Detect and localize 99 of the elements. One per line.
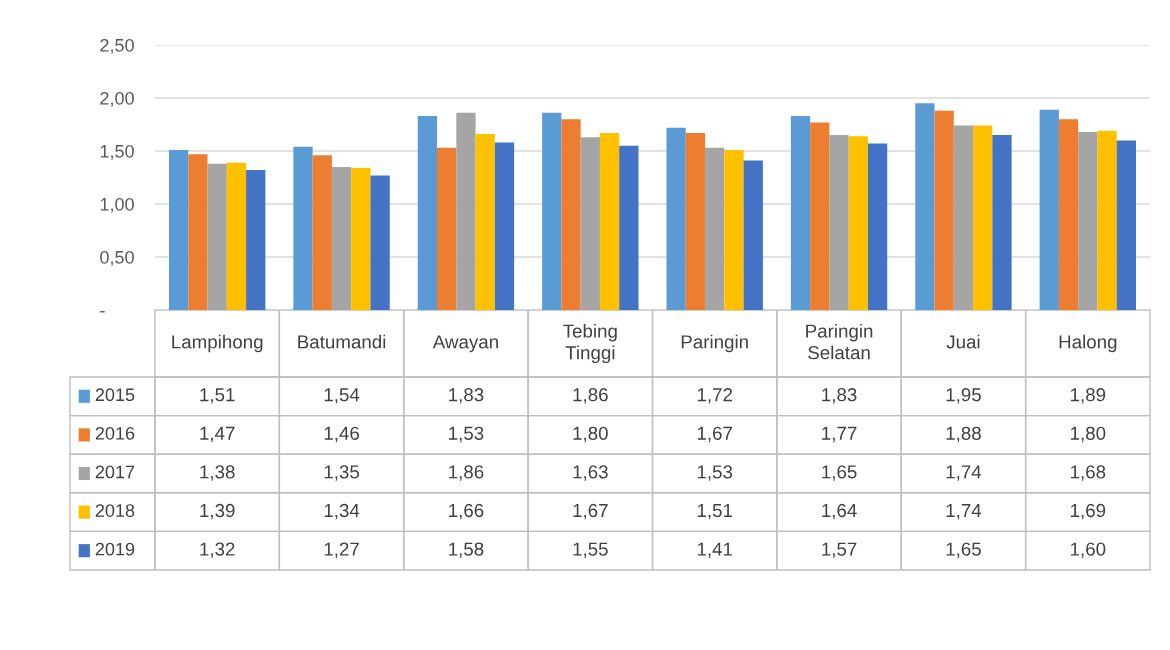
bar	[724, 149, 744, 310]
data-label: 1,51	[200, 388, 235, 404]
data-label: 1,57	[822, 542, 857, 558]
data-label: 1,58	[449, 542, 484, 558]
data-label: 1,64	[822, 503, 857, 520]
bar	[580, 137, 600, 310]
bar	[666, 127, 686, 310]
data-label: 1,63	[573, 465, 608, 481]
x-tick-label: Batumandi	[298, 334, 386, 349]
bar	[437, 147, 457, 310]
bar	[1116, 140, 1137, 310]
bar	[168, 149, 189, 310]
bar	[246, 170, 266, 310]
bar	[1039, 109, 1059, 310]
x-tick-label: Paringin Selatan	[806, 323, 873, 360]
data-label: 1,60	[1071, 542, 1106, 558]
x-tick-label: Juai	[946, 334, 980, 349]
x-tick-label: Tebing Tinggi	[563, 323, 617, 364]
bar	[973, 125, 993, 310]
data-label: 1,32	[200, 542, 235, 558]
bar	[810, 122, 830, 310]
data-label: 1,34	[324, 503, 360, 520]
y-tick-label: 2,00	[100, 91, 134, 107]
bar	[934, 110, 954, 310]
data-label: 1,53	[697, 465, 733, 481]
y-tick-label: 1,00	[100, 197, 134, 213]
bar	[790, 116, 811, 310]
x-tick-label: Awayan	[432, 335, 498, 353]
x-tick-label: Lampihong	[172, 334, 263, 353]
bar	[953, 125, 974, 310]
bar	[705, 147, 725, 310]
bar	[370, 175, 390, 310]
bar	[685, 132, 706, 310]
y-tick-label: 2,50	[100, 38, 134, 54]
data-label: 1,74	[946, 504, 982, 520]
bar	[1058, 119, 1079, 310]
bar	[1097, 130, 1117, 310]
bar	[867, 143, 888, 310]
bar	[475, 134, 495, 310]
y-tick-label: 1,50	[100, 144, 134, 160]
data-label: 1,67	[697, 426, 732, 443]
data-label: 1,27	[324, 542, 359, 558]
data-label: 1,47	[200, 426, 235, 443]
data-label: 1,83	[449, 388, 484, 404]
data-label: 1,65	[822, 465, 857, 481]
data-label: 1,69	[1071, 503, 1106, 520]
legend-label: 2016	[95, 426, 135, 440]
bar	[1078, 131, 1098, 310]
data-label: 1,89	[1071, 388, 1106, 404]
data-label: 1,83	[822, 388, 857, 404]
data-label: 1,65	[946, 542, 981, 558]
data-label: 1,41	[697, 542, 733, 558]
data-label: 1,35	[324, 465, 360, 481]
data-label: 1,54	[324, 388, 360, 404]
legend-label: 2018	[95, 504, 135, 517]
bar	[417, 116, 438, 310]
bar	[312, 155, 332, 310]
data-label: 1,86	[449, 465, 484, 481]
data-label: 1,72	[697, 388, 732, 404]
bar	[915, 103, 935, 310]
data-label: 1,95	[946, 388, 981, 404]
bar	[848, 136, 868, 310]
bar	[619, 145, 639, 310]
data-label: 1,46	[324, 426, 359, 443]
bar	[561, 119, 581, 310]
data-label: 1,77	[822, 426, 857, 443]
y-tick-label: 0,50	[100, 250, 134, 266]
data-label: 1,80	[573, 426, 608, 443]
bar	[542, 112, 562, 310]
x-tick-label: Halong	[1059, 334, 1117, 353]
data-label: 1,66	[449, 503, 484, 520]
data-label: 1,80	[1071, 426, 1106, 443]
bar	[743, 160, 763, 310]
data-label: 1,67	[573, 503, 608, 520]
bar	[599, 132, 620, 310]
bar	[293, 146, 313, 310]
y-tick-label: -	[100, 311, 105, 313]
bar	[992, 135, 1012, 310]
data-label: 1,74	[946, 465, 982, 481]
bar	[226, 162, 247, 310]
data-label: 1,38	[200, 465, 235, 481]
data-label: 1,86	[573, 388, 608, 404]
legend-label: 2015	[95, 388, 135, 402]
data-label: 1,68	[1071, 465, 1106, 481]
data-label: 1,51	[697, 504, 733, 520]
data-label: 1,53	[449, 426, 484, 443]
data-label: 1,55	[573, 542, 608, 558]
x-tick-label: Paringin	[681, 334, 748, 353]
data-label: 1,39	[200, 503, 235, 520]
bar	[351, 167, 371, 310]
bar	[188, 154, 208, 310]
bar	[331, 166, 352, 310]
bar	[456, 112, 476, 310]
legend-label: 2017	[95, 465, 135, 479]
bar	[494, 142, 515, 310]
bar	[207, 163, 227, 310]
data-label: 1,88	[946, 426, 981, 443]
legend-label: 2019	[95, 542, 135, 556]
bar	[829, 135, 849, 310]
